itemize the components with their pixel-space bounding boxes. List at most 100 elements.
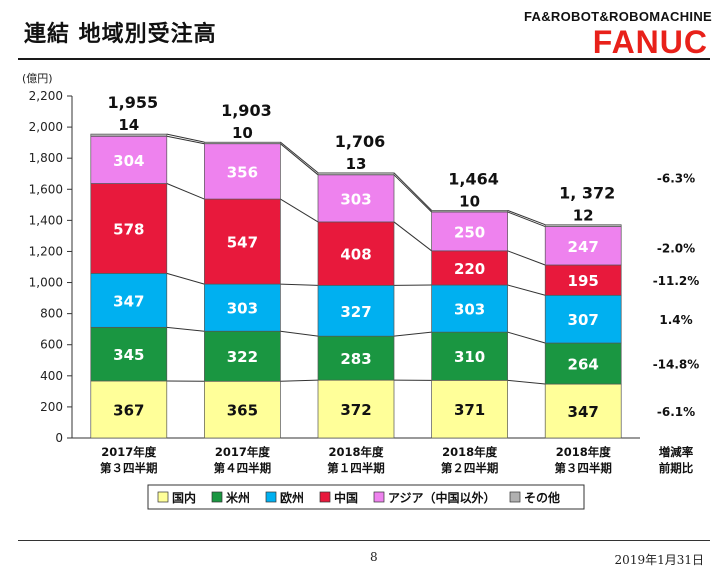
bar-segment <box>431 210 508 213</box>
series-connector-line <box>166 183 205 200</box>
bar-segment <box>544 294 622 344</box>
legend-swatch <box>509 491 521 503</box>
change-rate-header: 前期比 <box>659 461 694 475</box>
legend-swatch <box>157 491 169 503</box>
bar-segment <box>204 141 281 145</box>
y-tick-label: 1,200 <box>29 244 63 258</box>
title-divider <box>18 58 710 60</box>
data-label: 372 <box>340 401 371 419</box>
data-label: 247 <box>568 238 599 256</box>
series-connector-line <box>507 284 546 296</box>
total-label: 1,706 <box>335 132 386 151</box>
bar-segment <box>431 331 508 381</box>
bar-segment <box>317 174 395 223</box>
other-value-label: 10 <box>459 192 480 210</box>
data-label: 327 <box>340 303 371 321</box>
bar-segment <box>544 342 622 385</box>
data-label: 303 <box>340 190 371 208</box>
change-rate-header: 増減率 <box>659 445 694 459</box>
legend-swatch <box>319 491 331 503</box>
stacked-bar-chart: 0 200 400 600 800 1,000 1,200 1,400 1,600 1,800 2,… <box>22 72 700 510</box>
data-label: 250 <box>454 223 485 241</box>
data-label: 303 <box>227 300 258 318</box>
data-label: 283 <box>340 350 371 368</box>
bar-segment <box>204 198 281 285</box>
bar-segment <box>317 335 395 381</box>
x-tick-label: 2017年度 <box>101 445 157 459</box>
x-tick-label: 第４四半期 <box>214 461 272 475</box>
bar-segment <box>431 379 508 439</box>
bar-segment <box>544 264 622 296</box>
data-label: 367 <box>113 401 144 419</box>
x-tick-label: 第１四半期 <box>327 461 385 475</box>
y-tick-label: 1,600 <box>29 182 63 196</box>
y-tick-label: 1,800 <box>29 151 63 165</box>
total-label: 1,903 <box>221 101 272 120</box>
series-connector-line <box>507 211 546 228</box>
legend-label: 中国 <box>334 490 358 505</box>
fanuc-logo: FANUC <box>592 24 708 60</box>
data-label: 220 <box>454 260 485 278</box>
series-connector-line <box>393 172 432 211</box>
change-rate-label: -14.8% <box>653 358 700 372</box>
data-label: 347 <box>568 403 599 421</box>
bar-segment <box>431 211 508 252</box>
total-label: 1,955 <box>107 93 158 112</box>
change-rate-label: 1.4% <box>659 313 692 327</box>
series-connector-line <box>280 379 319 382</box>
legend-swatch <box>373 491 385 503</box>
series-connector-line <box>507 250 546 266</box>
change-rate-label: -2.0% <box>657 242 695 256</box>
x-tick-label: 2018年度 <box>442 445 498 459</box>
data-label: 310 <box>454 348 485 366</box>
bar-segment <box>431 284 508 333</box>
series-connector-line <box>166 326 205 332</box>
bar-segment <box>431 250 508 286</box>
data-label: 304 <box>113 152 144 170</box>
series-connector-line <box>280 330 319 337</box>
other-value-label: 14 <box>118 116 139 134</box>
bar-segment <box>544 224 622 227</box>
change-rate-label: -11.2% <box>653 274 700 288</box>
y-unit-label: (億円) <box>22 72 53 85</box>
brand-tagline: FA&ROBOT&ROBOMACHINE <box>524 9 712 24</box>
data-label: 195 <box>568 272 599 290</box>
data-label: 347 <box>113 292 144 310</box>
bar-segment <box>544 226 622 266</box>
y-tick-label: 200 <box>40 400 63 414</box>
x-tick-label: 2018年度 <box>556 445 612 459</box>
bar-segment <box>204 380 281 439</box>
series-connector-line <box>166 272 205 285</box>
total-label: 1, 372 <box>559 184 615 203</box>
x-tick-label: 2018年度 <box>328 445 384 459</box>
data-label: 322 <box>227 348 258 366</box>
y-tick-label: 2,000 <box>29 120 63 134</box>
series-connector-line <box>507 209 546 226</box>
series-connector-line <box>280 198 319 223</box>
x-tick-label: 第２四半期 <box>441 461 499 475</box>
series-connector-line <box>166 133 205 143</box>
data-label: 345 <box>113 346 144 364</box>
series-connector-line <box>507 331 546 344</box>
y-tick-label: 800 <box>40 307 63 321</box>
series-connector-line <box>393 331 432 337</box>
bar-segment <box>90 273 168 328</box>
legend-label: その他 <box>524 490 560 505</box>
x-tick-label: 第３四半期 <box>100 461 158 475</box>
other-value-label: 12 <box>573 207 594 225</box>
change-rate-label: -6.1% <box>657 405 695 419</box>
y-tick-label: 1,400 <box>29 213 63 227</box>
change-rate-label: -6.3% <box>657 172 695 186</box>
bar-segment <box>90 133 168 137</box>
x-tick-label: 第３四半期 <box>554 461 612 475</box>
other-value-label: 10 <box>232 124 253 142</box>
series-connector-line <box>166 135 205 145</box>
bar-segment <box>317 221 395 286</box>
bar-segment <box>317 284 395 337</box>
legend-label: 国内 <box>172 490 196 505</box>
bar-segment <box>90 135 168 184</box>
y-tick-label: 600 <box>40 338 63 352</box>
legend-label: アジア（中国以外） <box>388 490 496 505</box>
data-label: 547 <box>227 234 258 252</box>
total-label: 1,464 <box>448 169 499 188</box>
